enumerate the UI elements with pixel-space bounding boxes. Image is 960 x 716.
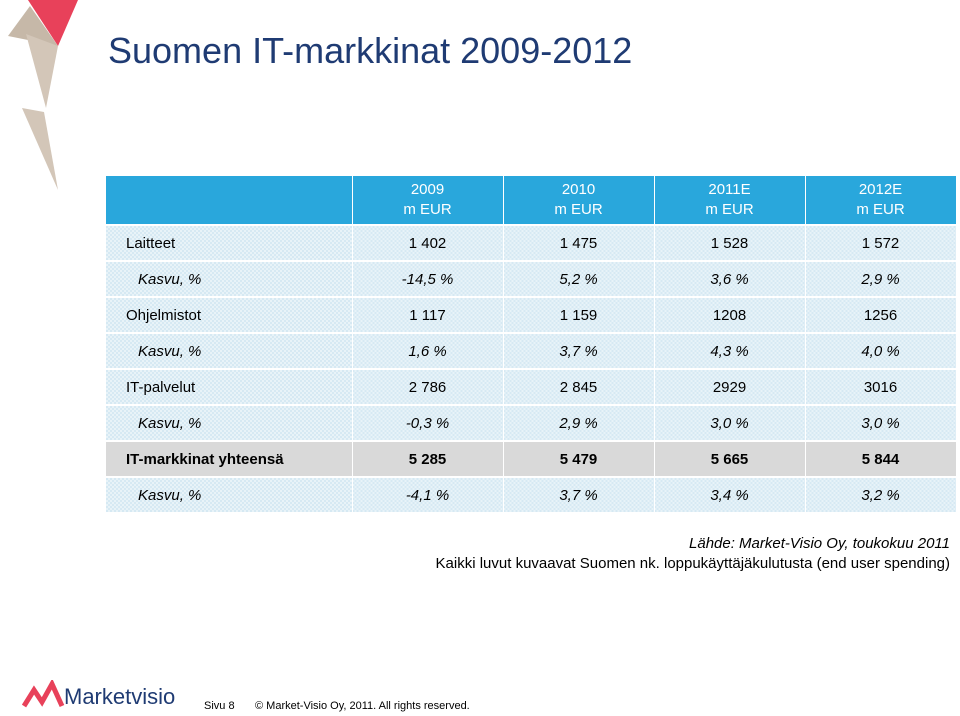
row-label: Kasvu, % [106,332,353,369]
table-cell: 4,3 % [654,332,806,369]
header-year: 2010 [561,181,596,198]
table-cell: -0,3 % [352,404,504,441]
decorative-triangles [8,0,78,190]
scope-note: Kaikki luvut kuvaavat Suomen nk. loppukä… [435,555,950,572]
beige-triangle-upper [8,6,58,46]
row-label: IT-markkinat yhteensä [106,440,353,477]
table-row-ohjelmistot: Ohjelmistot 1 117 1 159 1208 1256 [106,296,957,333]
table-cell: 3,4 % [654,476,806,512]
header-year: 2011E [708,181,751,198]
table-cell: 1 572 [805,224,957,261]
header-2009: 2009 m EUR [352,176,504,225]
header-unit: m EUR [403,201,452,218]
table-row-kasvu: Kasvu, % -0,3 % 2,9 % 3,0 % 3,0 % [106,404,957,441]
table-cell: 2929 [654,368,806,405]
table-cell: 5 285 [352,440,504,477]
table-header-row: 2009 m EUR 2010 m EUR 2011E m EUR 2012E m EU… [106,176,957,225]
logo-text: Marketvisio [64,684,176,709]
header-unit: m EUR [705,201,754,218]
header-2010: 2010 m EUR [503,176,655,225]
header-empty [106,176,353,225]
table-cell: 2 845 [503,368,655,405]
table-cell: 1208 [654,296,806,333]
table-cell: 1 528 [654,224,806,261]
pink-triangle [28,0,78,46]
row-label: IT-palvelut [106,368,353,405]
table-row-kasvu: Kasvu, % 1,6 % 3,7 % 4,3 % 4,0 % [106,332,957,369]
table-row-kasvu: Kasvu, % -4,1 % 3,7 % 3,4 % 3,2 % [106,476,957,512]
table-cell: 2,9 % [503,404,655,441]
row-label: Laitteet [106,224,353,261]
table-cell: 1 402 [352,224,504,261]
page-number: Sivu 8 [204,700,235,712]
copyright: © Market-Visio Oy, 2011. All rights rese… [255,700,470,712]
row-label: Kasvu, % [106,404,353,441]
table-cell: 1 117 [352,296,504,333]
header-year: 2012E [858,181,903,198]
table-cell: 5 479 [503,440,655,477]
table-cell: -4,1 % [352,476,504,512]
table-row-it-palvelut: IT-palvelut 2 786 2 845 2929 3016 [106,368,957,405]
row-label: Kasvu, % [106,476,353,512]
table-cell: 1 475 [503,224,655,261]
table-cell: 1256 [805,296,957,333]
table-row-laitteet: Laitteet 1 402 1 475 1 528 1 572 [106,224,957,261]
marketvisio-logo-icon [22,680,65,708]
table-row-total: IT-markkinat yhteensä 5 285 5 479 5 665 … [106,440,957,477]
table-cell: 1 159 [503,296,655,333]
table-cell: 4,0 % [805,332,957,369]
table-cell: 2,9 % [805,260,957,297]
table-cell: 3,0 % [805,404,957,441]
header-2011e: 2011E m EUR [654,176,806,225]
row-label: Ohjelmistot [106,296,353,333]
source-note: Lähde: Market-Visio Oy, toukokuu 2011 [689,535,950,552]
it-market-table: 2009 m EUR 2010 m EUR 2011E m EUR 2012E m EU… [106,176,957,512]
table-cell: 3,7 % [503,332,655,369]
table-cell: 3016 [805,368,957,405]
table-row-kasvu: Kasvu, % -14,5 % 5,2 % 3,6 % 2,9 % [106,260,957,297]
table-cell: 3,2 % [805,476,957,512]
table-cell: 5,2 % [503,260,655,297]
header-unit: m EUR [856,201,905,218]
page-title: Suomen IT-markkinat 2009-2012 [108,30,633,71]
beige-triangle-lower [22,108,58,190]
table-cell: 3,0 % [654,404,806,441]
table-cell: -14,5 % [352,260,504,297]
table-cell: 2 786 [352,368,504,405]
beige-triangle-middle [26,34,58,108]
table-cell: 1,6 % [352,332,504,369]
header-year: 2009 [410,181,445,198]
row-label: Kasvu, % [106,260,353,297]
table-cell: 5 844 [805,440,957,477]
header-unit: m EUR [554,201,603,218]
table-cell: 5 665 [654,440,806,477]
header-2012e: 2012E m EUR [805,176,957,225]
table-cell: 3,6 % [654,260,806,297]
table-cell: 3,7 % [503,476,655,512]
